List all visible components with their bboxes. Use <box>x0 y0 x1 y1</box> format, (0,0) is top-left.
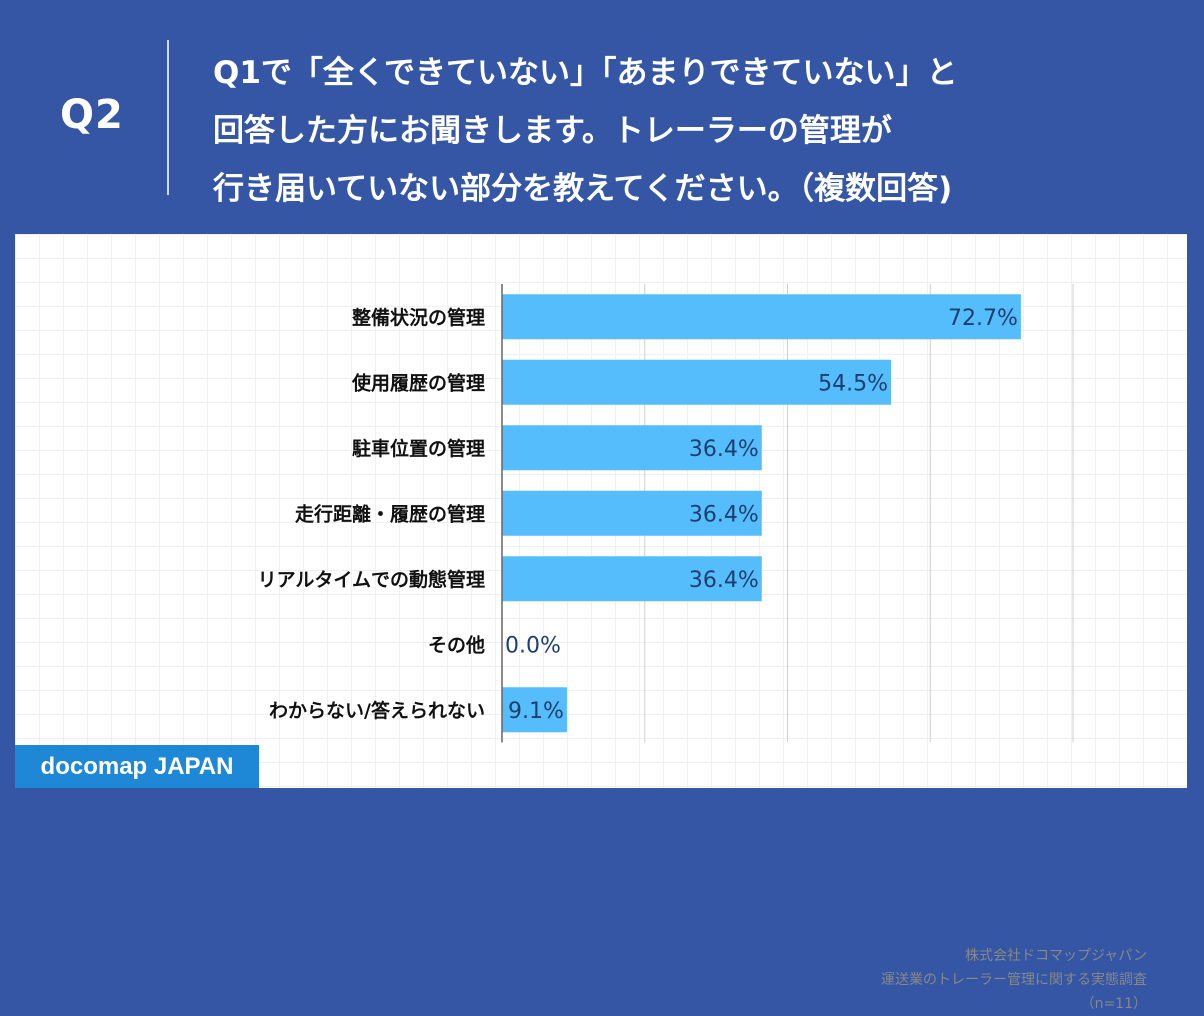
header: Q2 Q1で「全くできていない」「あまりできていない」と 回答した方にお聞きしま… <box>0 0 1204 232</box>
value-label: 36.4% <box>689 502 759 527</box>
question-line: 回答した方にお聞きします。トレーラーの管理が <box>213 113 892 149</box>
bar <box>502 425 762 471</box>
category-label: 整備状況の管理 <box>352 306 485 329</box>
value-label: 9.1% <box>508 699 564 724</box>
category-label: 走行距離・履歴の管理 <box>295 502 485 525</box>
brand-logo: docomap JAPAN <box>15 745 259 788</box>
source-survey: 運送業のトレーラー管理に関する実態調査 <box>881 972 1147 988</box>
value-label: 0.0% <box>505 633 561 658</box>
bar <box>502 294 1021 340</box>
question-number: Q2 <box>60 92 124 138</box>
question-line: 行き届いていない部分を教えてください。（複数回答) <box>213 171 953 207</box>
source-sample: （n=11） <box>1080 996 1147 1012</box>
source-note: 株式会社ドコマップジャパン 運送業のトレーラー管理に関する実態調査 （n=11） <box>881 944 1147 1016</box>
value-label: 36.4% <box>689 568 759 593</box>
header-divider <box>167 40 169 195</box>
question-text: Q1で「全くできていない」「あまりできていない」と 回答した方にお聞きします。ト… <box>213 44 1173 218</box>
question-line: Q1で「全くできていない」「あまりできていない」と <box>213 55 958 91</box>
bar <box>502 556 762 602</box>
value-label: 54.5% <box>818 371 888 396</box>
category-label: その他 <box>428 633 485 656</box>
category-label: 駐車位置の管理 <box>352 437 485 460</box>
bar <box>502 490 762 536</box>
category-label: 使用履歴の管理 <box>351 371 485 394</box>
chart-panel: 整備状況の管理 72.7% 使用履歴の管理 54.5% 駐車位置の管理 36.4% 走行距離… <box>15 234 1187 1012</box>
bar <box>502 687 567 733</box>
bar <box>502 359 891 405</box>
category-label: リアルタイムでの動態管理 <box>258 568 485 591</box>
category-label: わからない/答えられない <box>269 699 485 722</box>
bar-chart: 整備状況の管理 72.7% 使用履歴の管理 54.5% 駐車位置の管理 36.4% 走行距離… <box>258 284 1074 743</box>
value-label: 36.4% <box>689 437 759 462</box>
value-label: 72.7% <box>948 306 1018 331</box>
source-company: 株式会社ドコマップジャパン <box>965 948 1147 964</box>
